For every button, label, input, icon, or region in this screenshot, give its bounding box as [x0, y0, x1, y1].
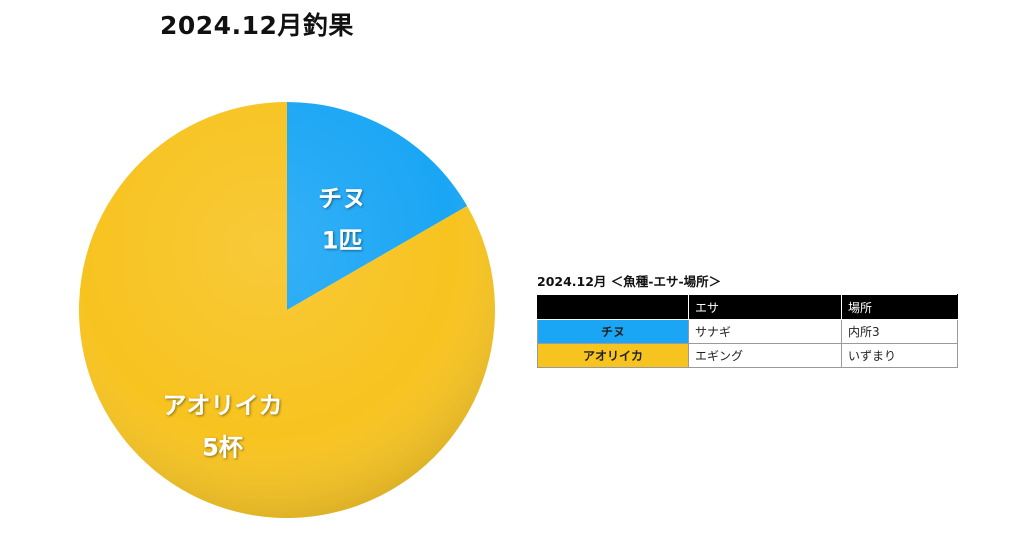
bait-cell: エギング	[688, 343, 842, 368]
table-caption: 2024.12月 ＜魚種-エサ-場所＞	[537, 274, 722, 289]
table-row: アオリイカ エギング いずまり	[537, 343, 958, 368]
header-place: 場所	[841, 294, 958, 320]
fish-cell: アオリイカ	[537, 343, 689, 368]
legend-table: 2024.12月 ＜魚種-エサ-場所＞ エサ 場所 チヌ サナギ 内所3 アオリ…	[537, 271, 958, 368]
fish-cell: チヌ	[537, 319, 689, 344]
header-fish	[537, 294, 689, 320]
slice-label: チヌ	[318, 185, 366, 213]
place-cell: いずまり	[841, 343, 958, 368]
slice-label: アオリイカ	[163, 392, 283, 420]
fish-table: エサ 場所 チヌ サナギ 内所3 アオリイカ エギング いずまり	[537, 294, 958, 368]
chart-title: 2024.12月釣果	[160, 11, 354, 40]
header-bait: エサ	[688, 294, 842, 320]
slice-value-label: 5杯	[202, 434, 243, 462]
table-row: チヌ サナギ 内所3	[537, 319, 958, 344]
place-cell: 内所3	[841, 319, 958, 344]
bait-cell: サナギ	[688, 319, 842, 344]
table-header-row: エサ 場所	[537, 294, 958, 320]
slice-value-label: 1匹	[322, 227, 363, 255]
